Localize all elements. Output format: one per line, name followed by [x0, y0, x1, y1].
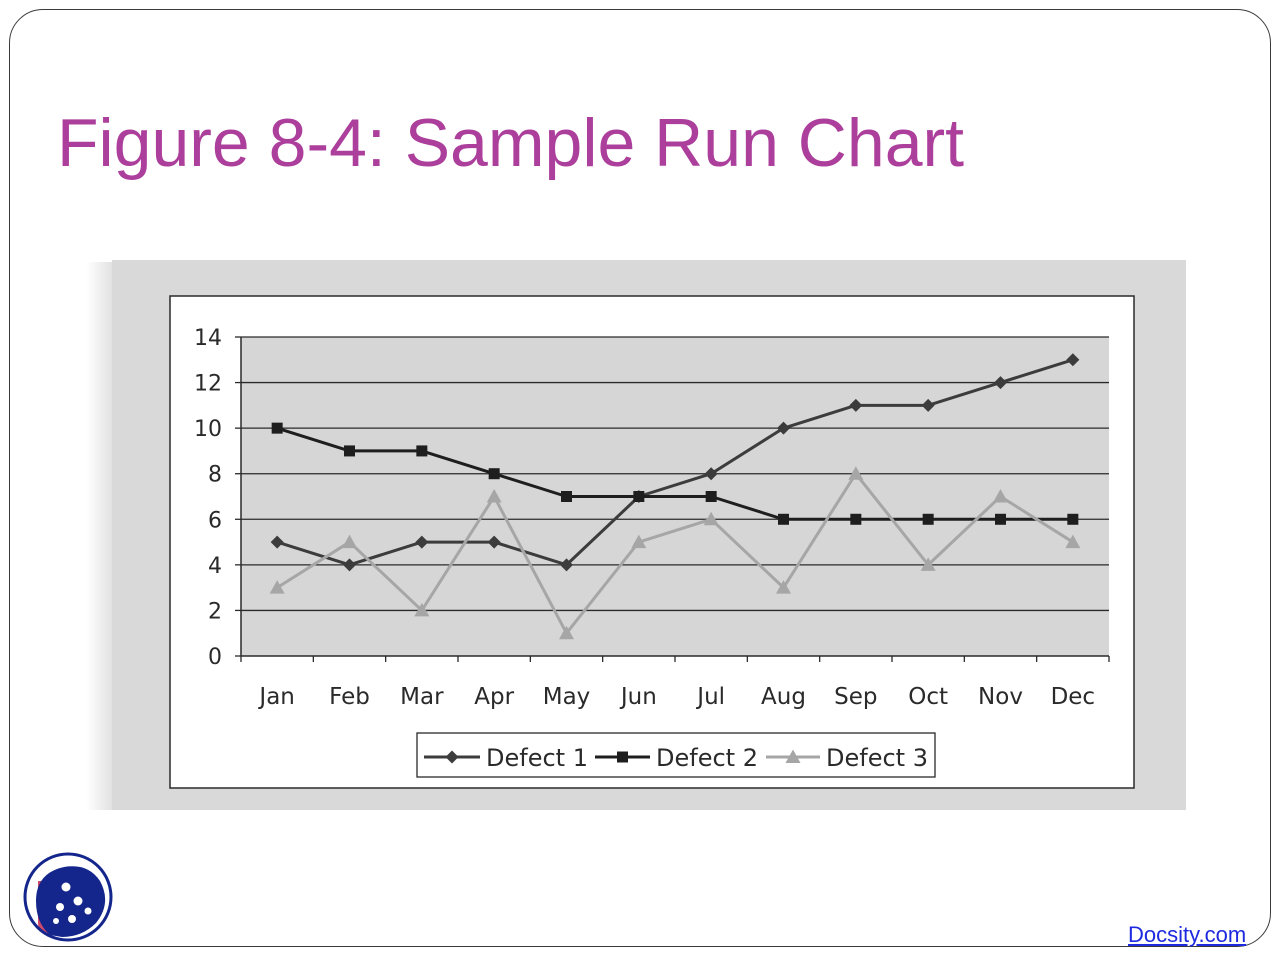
x-tick-label: May — [543, 684, 591, 710]
data-point — [486, 489, 502, 503]
data-point — [776, 580, 791, 594]
legend-marker — [785, 749, 801, 763]
data-point — [271, 422, 283, 434]
data-point — [631, 534, 647, 549]
x-tick-label: Aug — [761, 684, 806, 710]
data-point — [343, 558, 356, 572]
data-point — [414, 602, 430, 617]
docsity-logo — [23, 852, 113, 942]
data-point — [705, 491, 717, 502]
data-point — [560, 558, 573, 572]
data-point — [415, 535, 429, 549]
x-tick-label: Feb — [329, 684, 370, 710]
data-point — [488, 468, 500, 480]
data-point — [416, 445, 428, 457]
docsity-link[interactable]: Docsity.com — [1128, 922, 1247, 947]
y-tick-label: 4 — [208, 554, 222, 579]
axes: 0 2 4 6 8 10 12 14 Jan Feb Mar Apr May Jun Jul Aug Sep Oc… — [194, 326, 1110, 710]
data-point — [704, 467, 718, 481]
data-point — [703, 511, 719, 526]
legend-box — [416, 732, 936, 778]
series-layer — [269, 353, 1081, 640]
series-line — [276, 358, 1074, 567]
data-point — [993, 489, 1008, 503]
gridlines — [241, 336, 1109, 612]
y-tick-label: 2 — [208, 599, 222, 624]
x-tick-label: Sep — [834, 684, 877, 710]
legend-label: Defect 1 — [486, 744, 588, 772]
slide-title: Figure 8-4: Sample Run Chart — [57, 105, 965, 181]
data-point — [849, 398, 863, 412]
data-point — [922, 513, 934, 525]
x-tick-label: Mar — [400, 684, 444, 710]
legend-label: Defect 2 — [656, 744, 758, 772]
series-2 — [271, 422, 1079, 525]
data-point — [342, 534, 357, 549]
x-tick-label: Jan — [257, 684, 294, 710]
data-point — [1066, 353, 1080, 367]
data-point — [269, 580, 285, 594]
data-point — [1067, 513, 1079, 525]
data-point — [848, 466, 864, 480]
legend-marker — [617, 751, 628, 763]
y-tick-label: 14 — [194, 326, 222, 351]
data-point — [270, 535, 284, 549]
data-point — [850, 513, 862, 525]
y-tick-label: 6 — [208, 508, 222, 533]
y-tick-label: 12 — [194, 372, 222, 397]
x-tick-label: Jun — [619, 684, 657, 710]
data-point — [1065, 534, 1081, 549]
data-point — [921, 398, 935, 412]
data-point — [778, 513, 789, 525]
series-1 — [270, 353, 1080, 572]
x-tick-label: Jul — [695, 684, 725, 710]
x-tick-label: Nov — [978, 684, 1023, 710]
data-point — [994, 376, 1007, 390]
data-point — [344, 445, 355, 457]
series-3 — [269, 466, 1081, 640]
x-tick-label: Apr — [474, 684, 514, 710]
series-line — [276, 472, 1074, 635]
legend-marker — [445, 750, 459, 764]
legend-label: Defect 3 — [826, 744, 928, 772]
data-point — [633, 491, 645, 502]
series-line — [276, 426, 1073, 521]
chart-shadow — [86, 262, 112, 810]
x-tick-label: Oct — [908, 684, 948, 710]
legend: Defect 1 Defect 2 Defect 3 — [416, 732, 936, 778]
data-point — [995, 513, 1006, 525]
data-point — [561, 491, 572, 502]
data-point — [559, 625, 574, 640]
data-point — [920, 557, 936, 571]
y-tick-label: 0 — [208, 645, 222, 670]
data-point — [487, 535, 501, 549]
y-tick-label: 10 — [194, 417, 222, 442]
y-tick-label: 8 — [208, 463, 222, 488]
x-tick-label: Dec — [1051, 684, 1096, 710]
data-point — [777, 421, 790, 435]
